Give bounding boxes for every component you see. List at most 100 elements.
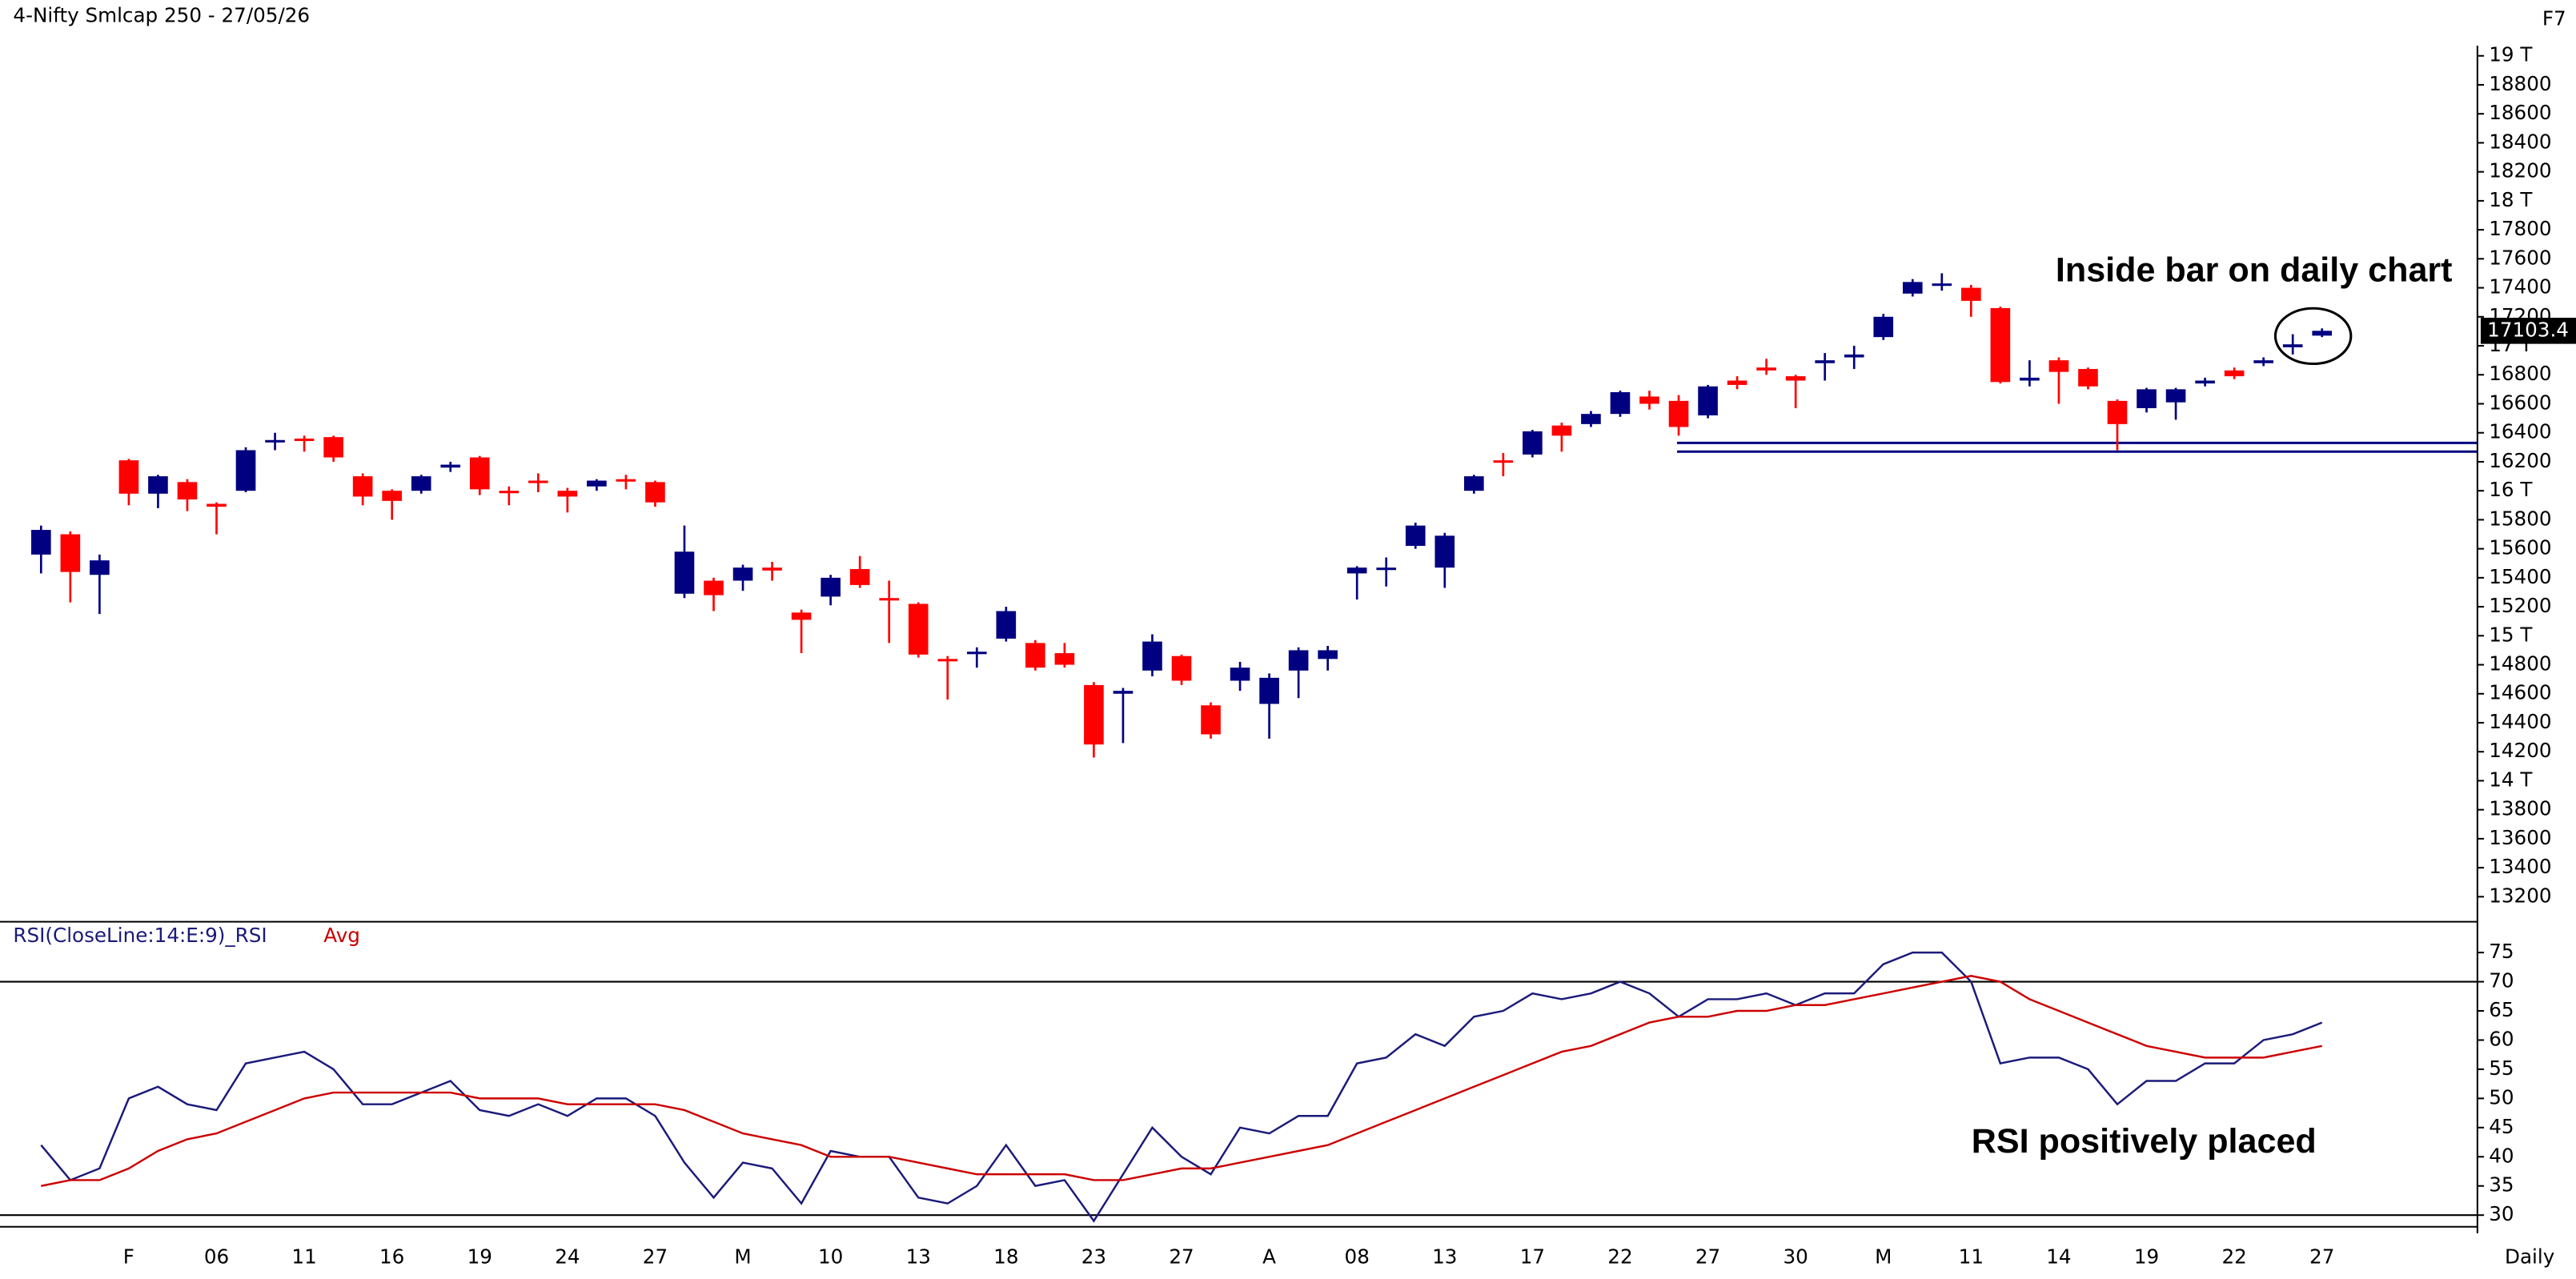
candle-body (1873, 316, 1894, 338)
candle-body (996, 611, 1017, 639)
y-tick-label: 75 (2489, 940, 2514, 963)
candle-body (1756, 367, 1776, 371)
candle-body (1815, 360, 1836, 363)
candle-body (148, 476, 168, 494)
y-tick-label: 15400 (2489, 565, 2551, 588)
candle-body (2078, 369, 2098, 387)
candle-body (1113, 691, 1134, 694)
candle-body (1990, 307, 2011, 383)
y-tick-label: 19 T (2489, 43, 2533, 66)
candle-body (528, 480, 548, 483)
candle-body (1318, 650, 1338, 660)
candle-body (1639, 396, 1659, 404)
candle-body (1668, 400, 1689, 427)
candle-body (1523, 431, 1543, 455)
x-tick-label: 27 (1169, 1245, 1194, 1269)
candle-body (2048, 360, 2069, 372)
x-tick-label: 08 (1345, 1245, 1370, 1269)
y-tick-label: 16200 (2489, 449, 2551, 472)
candle-body (1405, 525, 1426, 547)
candle-body (30, 530, 51, 555)
candle-body (2253, 360, 2273, 363)
y-tick-label: 65 (2489, 998, 2514, 1021)
candle-body (762, 567, 782, 571)
annotation: RSI positively placed (1972, 1122, 2317, 1161)
candle-body (469, 457, 490, 490)
y-tick-label: 17400 (2489, 275, 2551, 299)
y-tick-label: 30 (2489, 1202, 2514, 1225)
candle-body (1142, 641, 1162, 671)
candle-body (382, 491, 402, 501)
y-tick-label: 15 T (2489, 623, 2533, 646)
y-tick-label: 18200 (2489, 159, 2551, 182)
candle-body (2137, 389, 2157, 408)
y-tick-label: 18800 (2489, 72, 2551, 95)
x-tick-label: 10 (818, 1245, 843, 1269)
y-tick-label: 18600 (2489, 101, 2551, 124)
candle-body (966, 652, 987, 655)
y-tick-label: 15600 (2489, 536, 2551, 559)
x-tick-label: M (1875, 1245, 1892, 1269)
candle-body (1961, 287, 1981, 301)
y-tick-label: 13400 (2489, 855, 2551, 878)
x-tick-label: 27 (2309, 1245, 2334, 1269)
candle-body (1902, 282, 1923, 294)
y-tick-label: 16 T (2489, 478, 2533, 501)
y-tick-label: 17600 (2489, 246, 2551, 269)
x-tick-label: 17 (1520, 1245, 1545, 1269)
candle-body (60, 534, 81, 572)
candle-body (294, 438, 315, 442)
y-tick-label: 16600 (2489, 391, 2551, 415)
candle-body (616, 479, 636, 482)
candle-body (2107, 400, 2128, 424)
candle-body (1464, 476, 1484, 491)
x-tick-label: 19 (467, 1245, 492, 1269)
y-tick-label: 14400 (2489, 710, 2551, 733)
x-tick-label: A (1262, 1245, 1276, 1269)
chart-title: 4-Nifty Smlcap 250 - 27/05/26 (13, 3, 310, 26)
y-tick-label: 14800 (2489, 652, 2551, 676)
candle-body (235, 450, 256, 491)
y-tick-label: 18400 (2489, 130, 2551, 153)
candle-body (1932, 283, 1952, 287)
candle-body (499, 491, 520, 494)
y-tick-label: 16800 (2489, 362, 2551, 385)
candle-body (1376, 567, 1397, 571)
period-label: Daily (2505, 1245, 2554, 1269)
candle-body (2195, 380, 2215, 384)
x-tick-label: M (734, 1245, 751, 1269)
x-tick-label: 23 (1081, 1245, 1106, 1269)
candle-body (1025, 643, 1045, 668)
x-tick-label: 24 (555, 1245, 580, 1269)
candle-body (1230, 668, 1250, 681)
y-tick-label: 45 (2489, 1115, 2514, 1138)
x-tick-label: 11 (291, 1245, 316, 1269)
candle-body (1610, 391, 1631, 415)
candle-body (2020, 377, 2040, 381)
candle-body (821, 577, 841, 597)
y-tick-label: 14 T (2489, 768, 2533, 792)
y-tick-label: 55 (2489, 1056, 2514, 1080)
candle-body (879, 598, 900, 601)
candle-body (587, 480, 607, 487)
rsi-legend: RSI(CloseLine:14:E:9)_RSI (13, 924, 267, 947)
y-tick-label: 40 (2489, 1144, 2514, 1167)
candle-body (908, 603, 929, 655)
y-tick-label: 14200 (2489, 739, 2551, 762)
y-tick-label: 50 (2489, 1085, 2514, 1109)
highlight-ellipse (2273, 307, 2353, 366)
x-tick-label: 18 (993, 1245, 1018, 1269)
candle-body (118, 460, 139, 494)
candle-body (1259, 677, 1279, 704)
y-tick-label: 15800 (2489, 507, 2551, 530)
y-tick-label: 13600 (2489, 826, 2551, 849)
candle-body (1698, 386, 1718, 415)
candle-body (645, 482, 665, 503)
x-tick-label: 22 (2221, 1245, 2246, 1269)
y-tick-label: 18 T (2489, 188, 2533, 211)
y-tick-label: 14600 (2489, 681, 2551, 704)
y-tick-label: 17800 (2489, 217, 2551, 240)
candle-body (791, 612, 812, 620)
